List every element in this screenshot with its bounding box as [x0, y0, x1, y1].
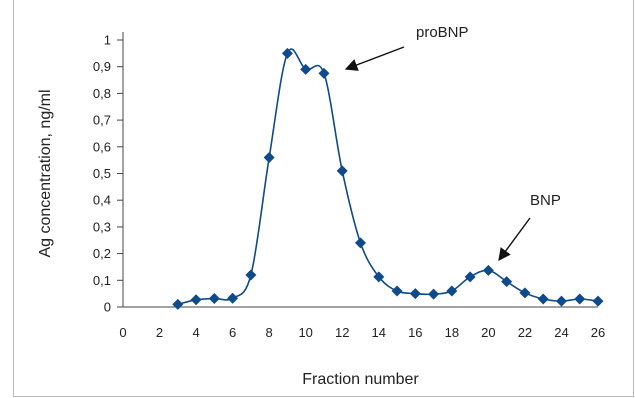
data-point-marker	[245, 269, 257, 281]
annotation-label: proBNP	[416, 24, 469, 41]
x-tick-label: 4	[192, 325, 199, 340]
data-point-marker	[263, 151, 275, 163]
data-point-marker	[227, 292, 239, 304]
x-axis-title: Fraction number	[302, 371, 419, 388]
y-tick-label: 0	[104, 300, 111, 315]
y-tick-label: 0,4	[93, 193, 111, 208]
data-point-marker	[336, 165, 348, 177]
y-tick-label: 0,3	[93, 219, 111, 234]
annotation-arrow	[344, 46, 405, 71]
annotation-label: BNP	[530, 192, 561, 209]
y-axis: 0 0,1 0,2 0,3 0,4 0,5 0,6 0,7 0,8 0,9 1	[93, 32, 124, 315]
y-axis-title: Ag concentration, ng/ml	[37, 89, 54, 257]
data-point-marker	[355, 237, 366, 249]
data-point-marker	[555, 295, 567, 307]
data-point-marker	[409, 288, 421, 300]
x-tick-label: 18	[445, 325, 459, 340]
x-tick-label: 2	[156, 325, 163, 340]
x-tick-label: 6	[229, 325, 236, 340]
y-tick-label: 0,8	[93, 86, 111, 101]
data-point-marker	[391, 285, 403, 297]
series-line	[177, 48, 599, 306]
y-tick-label: 0,5	[93, 166, 111, 181]
x-tick-label: 16	[408, 325, 422, 340]
data-point-marker	[428, 288, 440, 300]
x-tick-label: 20	[481, 325, 495, 340]
annotation-arrow	[498, 217, 531, 262]
data-point-marker	[501, 276, 513, 288]
data-point-marker	[446, 285, 458, 297]
x-tick-label: 8	[266, 325, 273, 340]
x-tick-label: 0	[119, 325, 126, 340]
x-tick-label: 12	[335, 325, 349, 340]
chart-frame	[13, 0, 634, 397]
data-point-marker	[537, 293, 549, 305]
y-tick-label: 0,9	[93, 59, 111, 74]
data-point-marker	[482, 264, 494, 276]
x-tick-label: 26	[591, 325, 605, 340]
annotations: proBNP BNP	[344, 24, 561, 262]
data-point-marker	[464, 271, 476, 283]
data-point-marker	[300, 63, 312, 75]
data-point-marker	[318, 67, 330, 79]
x-tick-label: 24	[554, 325, 568, 340]
y-tick-label: 0,1	[93, 273, 111, 288]
data-point-marker	[208, 292, 220, 304]
x-tick-label: 10	[298, 325, 312, 340]
y-tick-label: 0,2	[93, 246, 111, 261]
data-point-marker	[519, 287, 531, 299]
x-tick-label: 22	[518, 325, 532, 340]
data-point-marker	[574, 293, 586, 305]
x-axis: 0 2 4 6 8 10 12 14 16 18 20 22 24 26	[117, 306, 605, 340]
y-tick-label: 0,7	[93, 113, 111, 128]
data-point-marker	[172, 298, 184, 310]
data-point-marker	[190, 294, 202, 306]
data-markers	[172, 47, 604, 310]
y-tick-label: 0,6	[93, 139, 111, 154]
data-point-marker	[281, 47, 293, 59]
data-point-marker	[592, 295, 604, 307]
x-tick-label: 14	[372, 325, 386, 340]
y-tick-label: 1	[104, 33, 111, 48]
data-point-marker	[373, 271, 385, 283]
